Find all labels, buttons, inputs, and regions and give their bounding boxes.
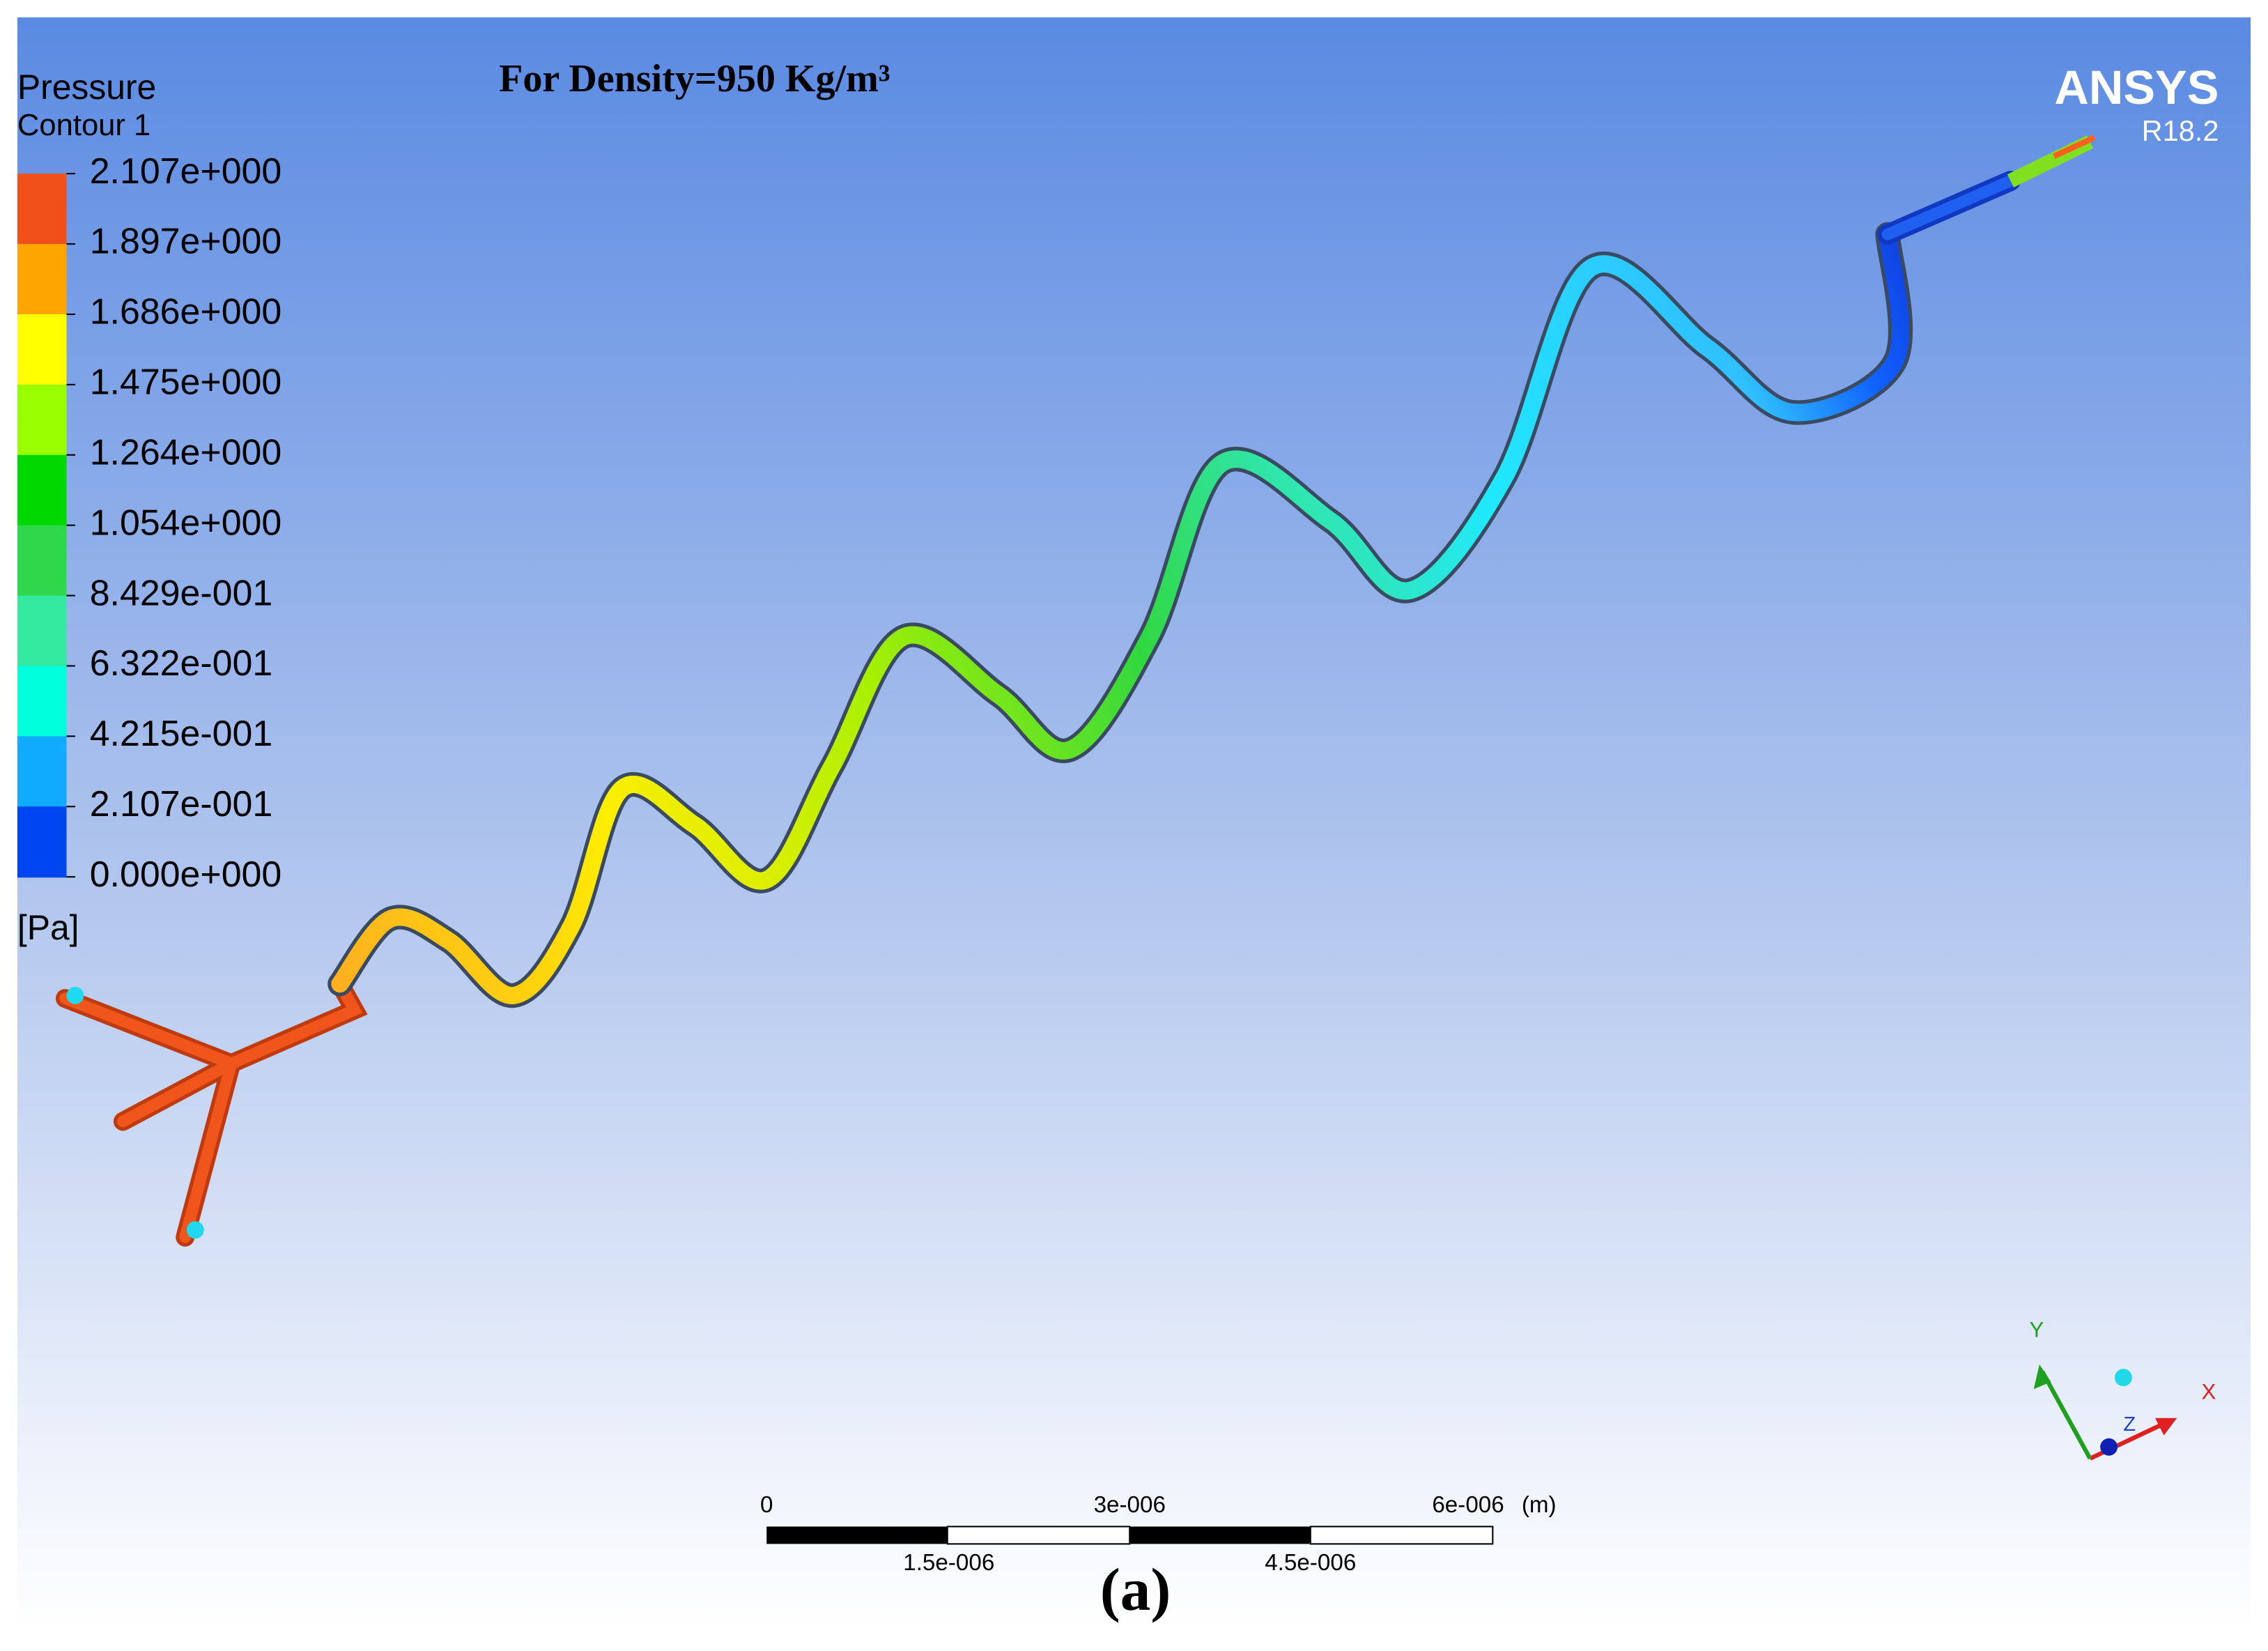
scale-segment bbox=[1129, 1526, 1311, 1544]
scale-sub-label: 4.5e-006 bbox=[1265, 1550, 1356, 1576]
axis-triad: X Y Z bbox=[2029, 1317, 2216, 1461]
inlet-pipes-face bbox=[59, 978, 363, 1243]
z-axis-dot bbox=[2100, 1438, 2118, 1456]
z-axis-label: Z bbox=[2123, 1413, 2136, 1436]
y-axis-label: Y bbox=[2029, 1317, 2044, 1342]
y-axis-arrow bbox=[2040, 1370, 2092, 1460]
scale-label: 0 bbox=[760, 1492, 773, 1518]
legend-band bbox=[17, 595, 67, 667]
inlets-face bbox=[59, 978, 363, 1243]
scale-segment bbox=[946, 1526, 1131, 1545]
scale-sub-label: 1.5e-006 bbox=[903, 1550, 994, 1576]
scale-label: 6e-006 bbox=[1432, 1492, 1504, 1518]
legend-level: 8.429e-001 bbox=[90, 572, 273, 613]
scale-label: 3e-006 bbox=[1094, 1492, 1166, 1518]
legend-subtitle: Contour 1 bbox=[17, 109, 151, 142]
legend-band bbox=[17, 525, 67, 597]
legend-level: 6.322e-001 bbox=[90, 643, 273, 683]
y-arrow-head bbox=[2033, 1364, 2051, 1390]
view-dot bbox=[2114, 1369, 2132, 1387]
scale-segment bbox=[766, 1526, 948, 1544]
outlet-tip bbox=[2053, 135, 2096, 160]
brand: ANSYS bbox=[2054, 61, 2219, 114]
legend-band bbox=[17, 244, 67, 315]
legend-level: 1.897e+000 bbox=[90, 221, 282, 261]
version: R18.2 bbox=[2142, 114, 2219, 147]
outlet-pipe-face bbox=[1881, 175, 2016, 240]
legend-title: Pressure bbox=[17, 68, 156, 107]
inlet-end bbox=[186, 1221, 204, 1239]
x-arrow-head bbox=[2155, 1418, 2177, 1436]
background bbox=[17, 17, 2251, 1629]
legend-band bbox=[17, 736, 67, 808]
title: For Density=950 Kg/m³ bbox=[499, 57, 890, 100]
x-axis-label: X bbox=[2202, 1380, 2216, 1404]
legend-level: 0.000e+000 bbox=[90, 854, 282, 894]
legend-band bbox=[17, 174, 67, 245]
legend-level: 4.215e-001 bbox=[90, 713, 273, 753]
legend-level: 2.107e-001 bbox=[90, 783, 273, 824]
legend-band bbox=[17, 666, 67, 737]
legend-level: 2.107e+000 bbox=[90, 151, 282, 191]
legend-level: 1.686e+000 bbox=[90, 291, 282, 332]
caption: (a) bbox=[1100, 1556, 1171, 1623]
geometry bbox=[55, 135, 2096, 1247]
legend-band bbox=[17, 454, 67, 526]
legend-level: 1.475e+000 bbox=[90, 362, 282, 402]
legend-level: 1.054e+000 bbox=[90, 502, 282, 542]
scale-unit: (m) bbox=[1522, 1492, 1557, 1518]
channel bbox=[331, 225, 1909, 1004]
legend: Pressure Contour 1 [Pa] 2.107e+000 1.897e… bbox=[17, 68, 281, 947]
inlet-end bbox=[66, 987, 84, 1004]
legend-band bbox=[17, 806, 67, 878]
legend-level: 1.264e+000 bbox=[90, 431, 282, 472]
legend-band bbox=[17, 314, 67, 385]
legend-unit: [Pa] bbox=[17, 908, 79, 947]
scale-segment bbox=[1309, 1526, 1494, 1545]
scale-bar: 0 3e-006 6e-006 (m) 1.5e-006 4.5e-006 bbox=[760, 1492, 1557, 1576]
legend-band bbox=[17, 384, 67, 456]
